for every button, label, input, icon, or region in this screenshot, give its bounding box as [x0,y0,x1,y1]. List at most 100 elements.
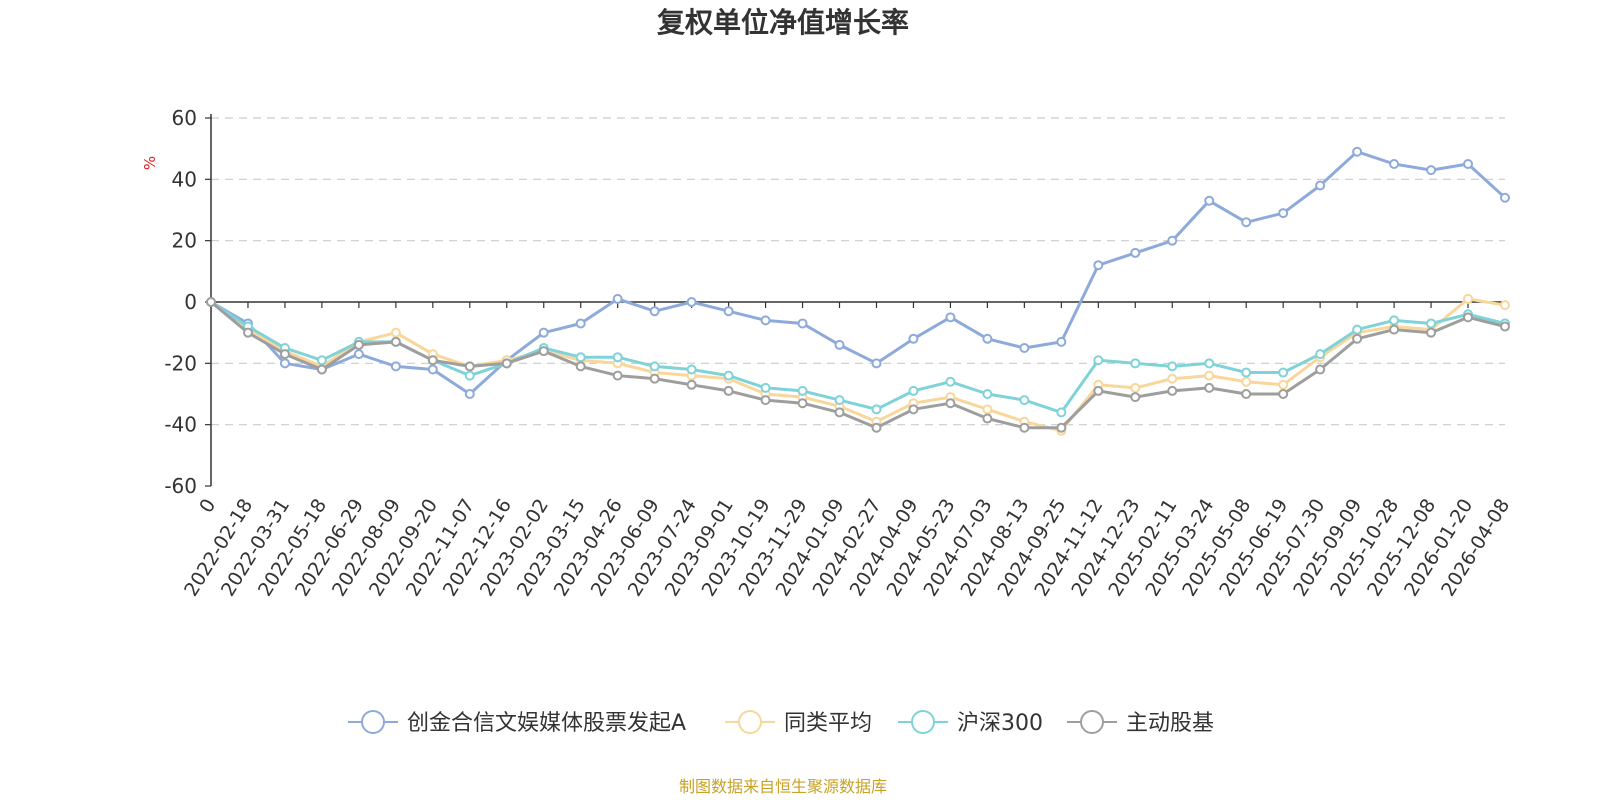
data-point [908,404,919,415]
data-point [797,318,808,329]
data-point [390,327,401,338]
y-tick-label: 60 [172,106,197,130]
x-tick-label: 0 [195,495,220,517]
data-point [908,333,919,344]
data-point [686,379,697,390]
data-point [686,297,697,307]
data-point [723,385,734,396]
data-point [501,358,512,369]
data-point [279,358,290,369]
legend-marker [1080,710,1104,734]
data-point [1278,379,1289,390]
data-point [1130,392,1141,403]
data-point [575,352,586,363]
data-point [982,404,993,415]
data-point [723,306,734,317]
data-point [1389,159,1400,169]
data-point [723,370,734,381]
data-point [316,355,327,366]
data-point [797,398,808,409]
data-point [353,339,364,350]
data-point [538,346,549,357]
data-point [1463,159,1474,169]
data-point [1019,343,1030,353]
data-point [1389,324,1400,335]
data-point [1352,146,1363,157]
data-point [760,382,771,393]
data-point [1463,312,1474,323]
data-point [1315,180,1326,191]
y-tick-label: 0 [184,290,197,314]
data-point [316,364,327,375]
legend-item-0[interactable]: 创金合信文娱媒体股票发起A [348,710,686,736]
data-point [390,336,401,347]
data-point [760,315,771,326]
data-point [612,352,623,363]
legend-label: 同类平均 [784,711,872,736]
data-point [1500,321,1510,332]
data-point [1093,355,1104,366]
series-3 [206,297,1510,433]
data-point [1241,367,1252,378]
data-point [1204,370,1215,381]
series-0 [206,146,1510,399]
data-point [279,349,290,360]
data-point [908,385,919,396]
data-point [945,398,956,409]
legend-item-1[interactable]: 同类平均 [725,710,872,736]
data-point [686,364,697,375]
legend-marker [361,710,385,734]
data-point [1389,315,1400,326]
data-point [575,361,586,372]
legend-item-2[interactable]: 沪深300 [898,710,1043,736]
y-tick-label: 20 [172,229,197,253]
data-point [390,361,401,372]
data-point [834,339,845,350]
data-point [760,395,771,406]
data-point [464,361,475,372]
data-point [834,407,845,418]
data-point [242,327,253,338]
data-point [1167,373,1178,384]
legend[interactable]: 创金合信文娱媒体股票发起A 同类平均 沪深300 主动股基 [348,710,1214,736]
data-point [427,364,438,375]
data-point [1463,293,1474,304]
data-point [1167,385,1178,396]
data-point [1426,318,1437,329]
data-point [1315,349,1326,360]
series-2 [206,297,1510,418]
data-point [871,404,882,415]
data-point [1241,389,1252,399]
axes: 6040200-20-40-6002022-02-182022-03-31202… [164,106,1514,600]
data-point [1130,247,1141,258]
data-point [1426,327,1437,338]
y-tick-label: -20 [164,351,197,375]
data-point [1278,367,1289,378]
data-point [353,349,364,360]
y-axis-label: % [141,156,159,170]
data-point [1019,395,1030,406]
legend-label: 沪深300 [957,711,1043,736]
data-point [982,333,993,344]
data-point [1019,422,1030,433]
legend-item-3[interactable]: 主动股基 [1067,710,1214,736]
data-point [1204,195,1215,206]
y-tick-label: -60 [164,474,197,498]
data-point [982,389,993,399]
data-point [1056,336,1067,347]
data-point [1241,217,1252,228]
data-point [427,355,438,366]
y-tick-label: 40 [172,167,197,191]
data-point [464,370,475,381]
data-point [1056,407,1067,418]
series-1 [206,293,1510,436]
grid [211,117,1505,426]
data-point [1093,260,1104,271]
data-point [1056,422,1067,433]
series-line-0 [209,150,1507,396]
data-point [945,376,956,387]
legend-label: 创金合信文娱媒体股票发起A [407,711,686,736]
series-line-3 [209,300,1507,430]
data-point [1352,333,1363,344]
